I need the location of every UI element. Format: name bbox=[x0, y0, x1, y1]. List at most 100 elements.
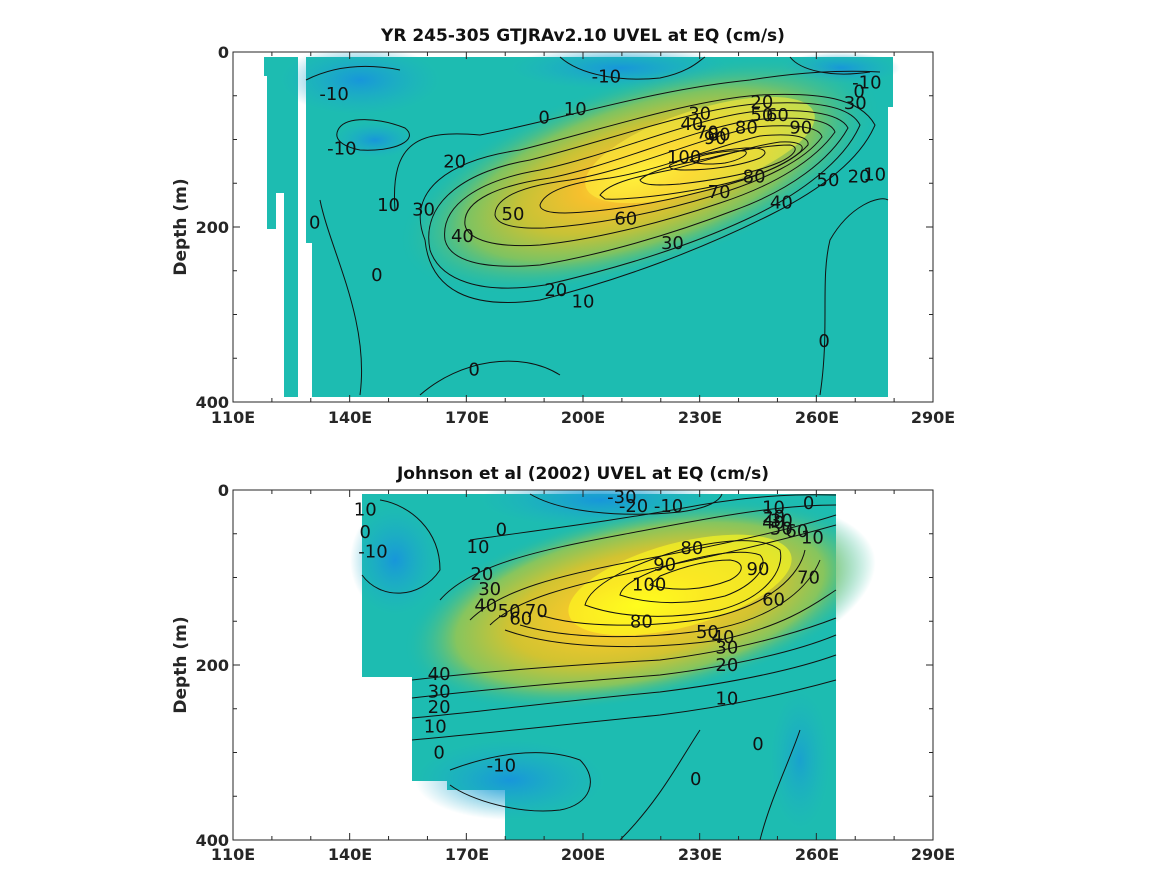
contour-bottom-70 bbox=[539, 549, 806, 626]
contour-label: 100 bbox=[632, 575, 666, 596]
contour-label: -10 bbox=[358, 541, 387, 562]
contour-label: 0 bbox=[818, 331, 829, 352]
contour-top-90 bbox=[669, 147, 766, 171]
contour-label: 0 bbox=[309, 213, 320, 234]
contour-label: 0 bbox=[359, 522, 370, 543]
contour-top-neg10-c bbox=[559, 56, 706, 80]
contour-bottom-40 bbox=[411, 617, 837, 681]
y-axis-label-bottom: Depth (m) bbox=[171, 616, 191, 713]
contour-label: 60 bbox=[509, 609, 532, 630]
contour-top-50 bbox=[494, 125, 823, 229]
contour-bottom-20 bbox=[411, 654, 837, 719]
contour-label: 70 bbox=[797, 568, 820, 589]
contour-bottom-100 bbox=[648, 559, 742, 590]
contour-bottom-0-south bbox=[619, 729, 701, 840]
contour-label: -10 bbox=[654, 496, 683, 517]
contour-label: 0 bbox=[433, 743, 444, 764]
y-tick-label-bottom-400: 400 bbox=[196, 831, 229, 850]
contour-label: 10 bbox=[863, 165, 886, 186]
contour-label: -10 bbox=[487, 756, 516, 777]
contours-bottom bbox=[361, 493, 837, 840]
contour-label: 0 bbox=[496, 519, 507, 540]
contour-top-100 bbox=[689, 150, 747, 165]
x-tick-label-bottom-110E: 110E bbox=[211, 845, 255, 864]
x-tick-label-bottom-170E: 170E bbox=[445, 845, 489, 864]
contour-label: 50 bbox=[502, 204, 525, 225]
contour-bottom-90 bbox=[619, 551, 764, 604]
contour-label: -30 bbox=[607, 487, 636, 508]
contour-label: 60 bbox=[614, 208, 637, 229]
contour-label: 70 bbox=[696, 123, 719, 144]
contour-label: 60 bbox=[762, 589, 785, 610]
contour-label: 40 bbox=[762, 512, 785, 533]
contour-label: 90 bbox=[653, 554, 676, 575]
contour-label: -10 bbox=[327, 138, 356, 159]
y-tick-label-bottom-200: 200 bbox=[196, 656, 229, 675]
contour-label: 80 bbox=[630, 611, 653, 632]
contour-label: 30 bbox=[770, 511, 793, 532]
x-tick-label-bottom-140E: 140E bbox=[328, 845, 372, 864]
contour-label: 20 bbox=[762, 506, 785, 527]
chart-title-top: YR 245-305 GTJRAv2.10 UVEL at EQ (cm/s) bbox=[380, 26, 785, 46]
contour-label: 70 bbox=[708, 182, 731, 203]
contour-label: 30 bbox=[844, 93, 867, 114]
x-tick-label-top-110E: 110E bbox=[211, 408, 255, 427]
neg-patch-bottom-3 bbox=[415, 740, 605, 820]
contour-top-70 bbox=[599, 141, 803, 200]
contour-label: 60 bbox=[785, 521, 808, 542]
contour-label: 50 bbox=[498, 601, 521, 622]
x-tick-label-bottom-230E: 230E bbox=[678, 845, 722, 864]
x-tick-label-top-260E: 260E bbox=[795, 408, 839, 427]
contour-label: 40 bbox=[474, 596, 497, 617]
contour-bottom-50 bbox=[504, 589, 837, 648]
field-top bbox=[264, 52, 900, 397]
x-tick-label-bottom-260E: 260E bbox=[795, 845, 839, 864]
contour-label: 50 bbox=[770, 519, 793, 540]
contour-label: 0 bbox=[803, 493, 814, 514]
contour-label: 10 bbox=[762, 498, 785, 519]
contour-label: 0 bbox=[853, 81, 864, 102]
contour-label: 10 bbox=[564, 99, 587, 120]
contour-bottom-neg20 bbox=[529, 493, 723, 515]
neg-patch-top-1 bbox=[280, 52, 440, 115]
x-tick-label-top-230E: 230E bbox=[678, 408, 722, 427]
contour-top-0-west bbox=[319, 199, 363, 396]
y-axis-label-top: Depth (m) bbox=[171, 178, 191, 275]
contour-top-80 bbox=[639, 144, 796, 186]
contour-label: 30 bbox=[412, 200, 435, 221]
contour-label: 30 bbox=[715, 638, 738, 659]
contour-label: 0 bbox=[690, 769, 701, 790]
contour-label: 80 bbox=[708, 124, 731, 145]
contour-label: 20 bbox=[428, 697, 451, 718]
y-tick-label-bottom-0: 0 bbox=[218, 481, 229, 500]
chart-title-bottom: Johnson et al (2002) UVEL at EQ (cm/s) bbox=[396, 464, 769, 484]
contour-bottom-30 bbox=[411, 634, 837, 699]
contour-label: 30 bbox=[661, 233, 684, 254]
contour-label: 40 bbox=[451, 226, 474, 247]
contour-label: 30 bbox=[478, 579, 501, 600]
contour-label: -10 bbox=[319, 84, 348, 105]
contour-label: 10 bbox=[377, 195, 400, 216]
contour-label: -10 bbox=[592, 67, 621, 88]
x-tick-label-top-140E: 140E bbox=[328, 408, 372, 427]
contour-label: 10 bbox=[424, 716, 447, 737]
contour-label: 0 bbox=[468, 360, 479, 381]
contour-label: 10 bbox=[467, 537, 490, 558]
contour-label: 20 bbox=[544, 280, 567, 301]
contour-label: -20 bbox=[619, 496, 648, 517]
contour-label: 10 bbox=[572, 291, 595, 312]
contour-bottom-30-top bbox=[469, 514, 837, 621]
contour-top-30 bbox=[444, 110, 849, 267]
panel-bottom: Johnson et al (2002) UVEL at EQ (cm/s) D… bbox=[171, 464, 955, 864]
contour-label: 40 bbox=[428, 664, 451, 685]
ticks-top bbox=[232, 51, 934, 403]
contour-label: 90 bbox=[747, 559, 770, 580]
contour-label: 40 bbox=[770, 193, 793, 214]
field-bottom bbox=[350, 490, 876, 840]
contour-label: 0 bbox=[538, 108, 549, 129]
contour-label: 60 bbox=[766, 105, 789, 126]
contours-top bbox=[305, 56, 889, 396]
contour-bottom-0 bbox=[469, 494, 837, 541]
contour-bottom-60 bbox=[519, 559, 821, 638]
